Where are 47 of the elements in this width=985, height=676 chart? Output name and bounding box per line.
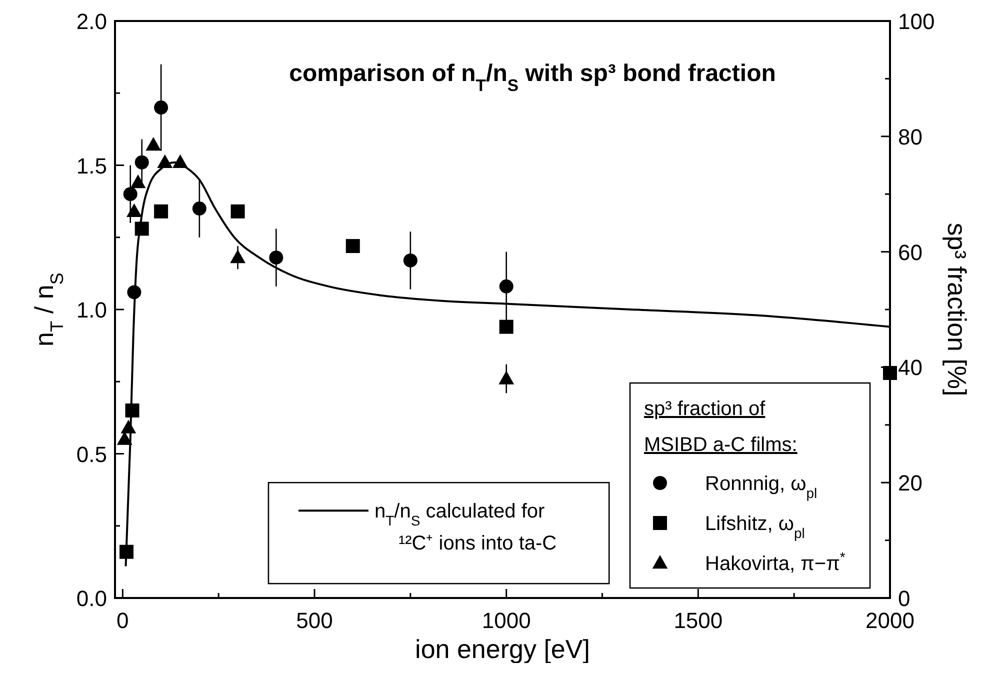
- y-tick-label: 1.0: [76, 298, 107, 322]
- point: [498, 370, 514, 384]
- x-tick-label: 500: [296, 608, 333, 633]
- point: [154, 204, 168, 218]
- y2-tick-label: 20: [898, 470, 922, 496]
- point: [192, 202, 206, 216]
- point: [134, 155, 149, 170]
- x-tick-label: 0: [116, 608, 129, 633]
- point: [125, 403, 140, 418]
- legend-label: Ronnnig, ω$_{pl}$: [705, 473, 818, 501]
- x-tick-label: 2000: [866, 608, 914, 633]
- y2-tick-label: 100: [898, 9, 935, 34]
- point: [230, 250, 246, 264]
- point: [130, 174, 146, 188]
- point: [157, 154, 173, 168]
- point: [127, 285, 142, 300]
- legend-label: Lifshitz, ω$_{pl}$: [705, 513, 805, 541]
- y2-tick-label: 0: [898, 586, 910, 611]
- point: [154, 100, 168, 115]
- x-tick-label: 1500: [674, 608, 723, 633]
- point: [146, 137, 162, 151]
- y2-tick-label: 80: [898, 124, 922, 150]
- point: [403, 253, 418, 268]
- legend-title: sp³ fraction of MSIBD a-C films:: [644, 398, 798, 456]
- point: [134, 222, 149, 236]
- point: [120, 544, 134, 559]
- y2-tick-label: 40: [898, 355, 922, 380]
- point: [123, 187, 138, 202]
- point: [116, 431, 132, 445]
- y-tick-label: 2.0: [76, 9, 107, 34]
- point: [120, 420, 136, 434]
- point: [499, 320, 514, 334]
- legend-label: Hakovirta, π−π$^{*}$: [705, 549, 846, 575]
- point: [346, 239, 360, 254]
- x-tick-label: 1000: [482, 608, 531, 633]
- point: [230, 204, 245, 218]
- text: comparison of n$_{T}$/n$_{S}$ with sp³ bond fraction: [289, 60, 776, 94]
- y2-axis-title: sp³ fraction [%]: [942, 222, 972, 396]
- y-tick-label: 0.5: [76, 442, 107, 467]
- point: [499, 279, 514, 294]
- point: [126, 203, 142, 218]
- y-tick-label: 1.5: [76, 153, 107, 178]
- legend-label: n$_{T}$/n$_{S}$ calculated for ¹²C⁺ ions into ta-C: [374, 500, 557, 555]
- point: [269, 250, 284, 265]
- y-tick-label: 0.0: [76, 586, 107, 611]
- point: [172, 154, 188, 168]
- y2-tick-label: 60: [898, 240, 922, 265]
